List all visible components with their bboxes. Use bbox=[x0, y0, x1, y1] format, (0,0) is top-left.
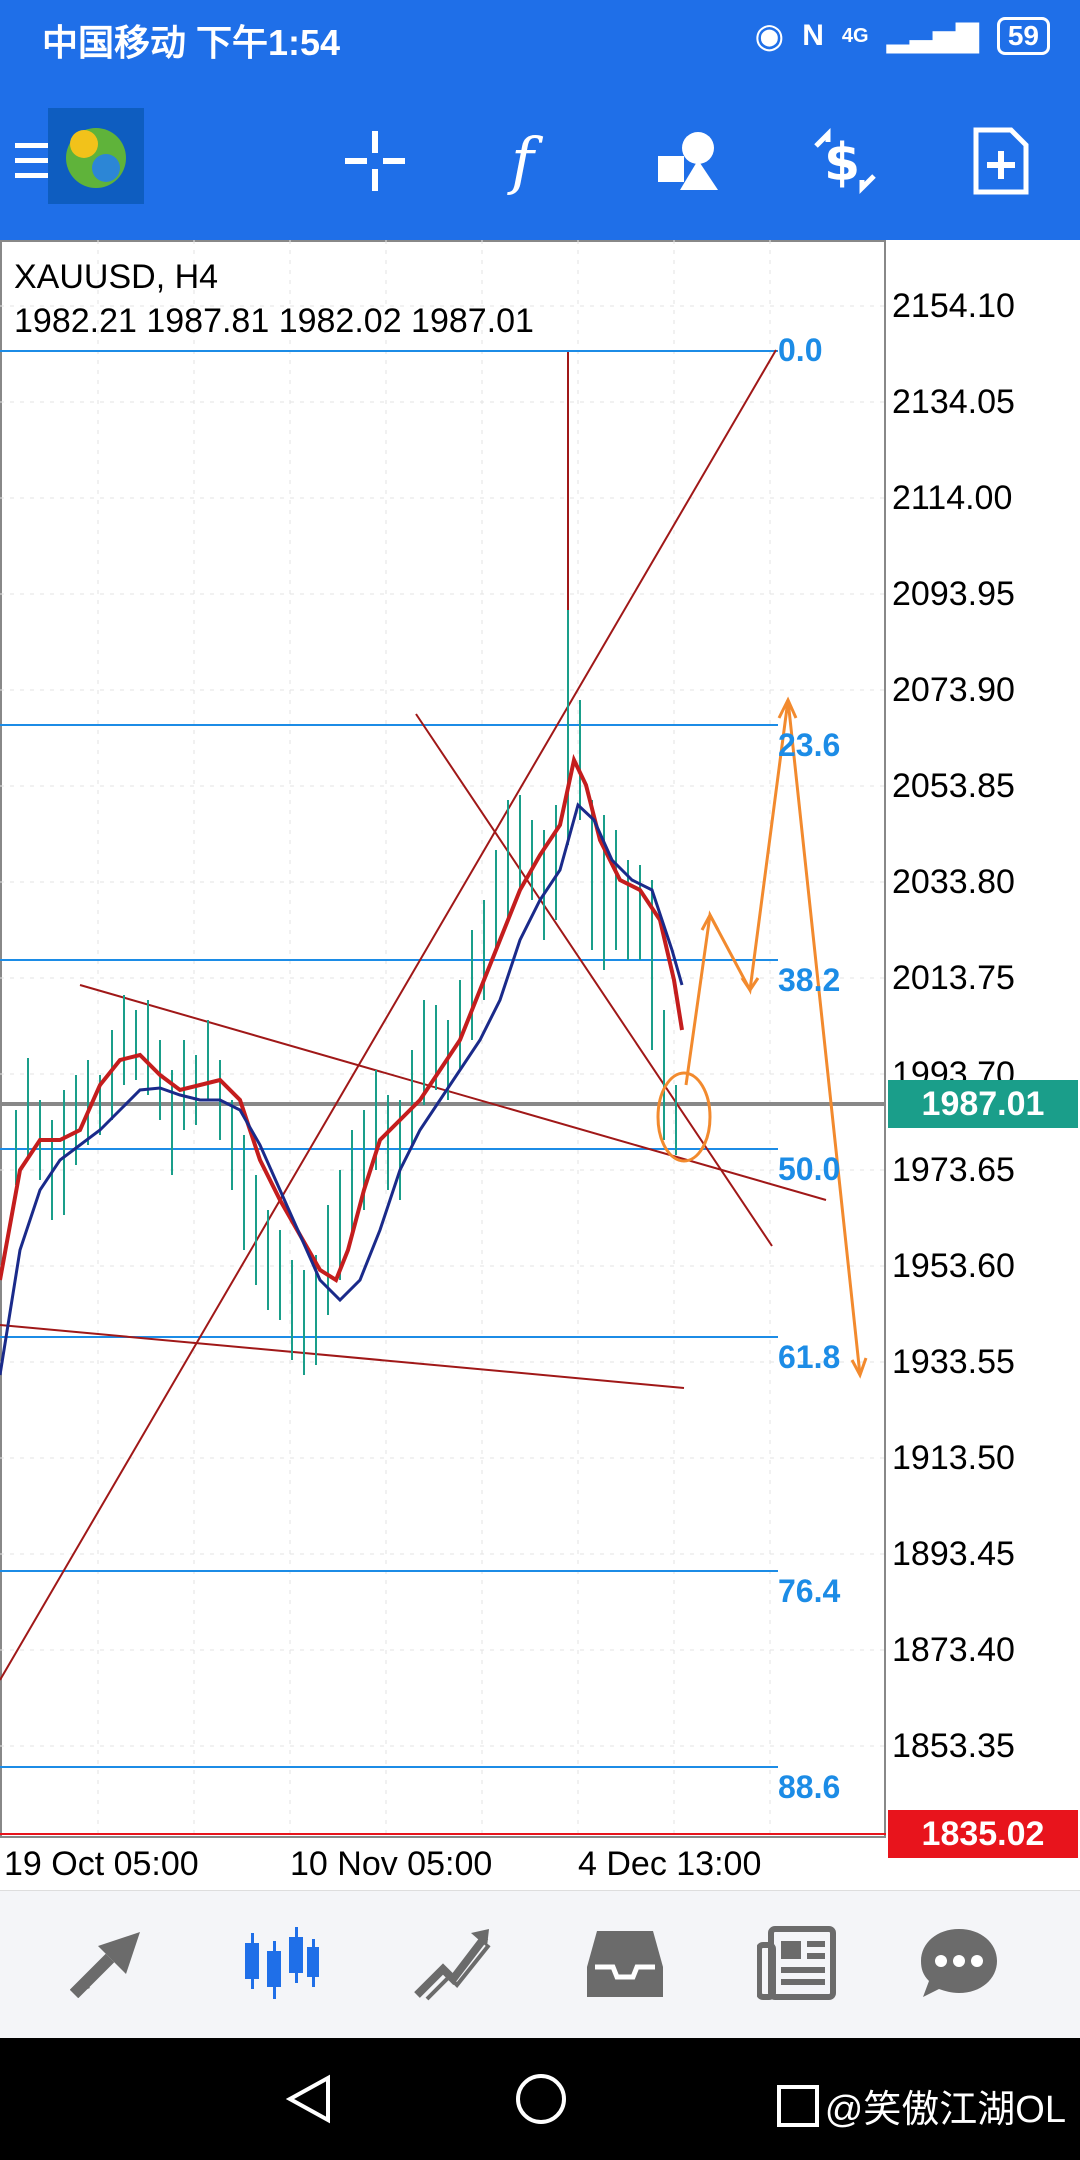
slow-moving-average bbox=[0, 802, 684, 1376]
current-price-tag: 1987.01 bbox=[888, 1080, 1078, 1128]
forecast-path bbox=[684, 699, 862, 1376]
price-tick: 1953.60 bbox=[892, 1247, 1015, 1285]
upper-channel-line bbox=[79, 984, 827, 1201]
crosshair-icon[interactable] bbox=[320, 106, 430, 216]
fib-label-61-8: 61.8 bbox=[778, 1339, 841, 1375]
metatrader-logo[interactable] bbox=[48, 108, 144, 204]
home-icon[interactable] bbox=[514, 2072, 568, 2131]
price-tick: 2154.10 bbox=[892, 287, 1015, 325]
watermark-text: @笑傲江湖OL bbox=[824, 2089, 1066, 2131]
objects-icon[interactable] bbox=[634, 106, 744, 216]
fib-label-50: 50.0 bbox=[778, 1151, 841, 1187]
lower-channel-line bbox=[0, 1324, 685, 1389]
status-icons: ◉ N 4G ▂▃▅▇ 59 bbox=[755, 16, 1050, 56]
price-tick: 2134.05 bbox=[892, 383, 1015, 421]
svg-text:$: $ bbox=[824, 133, 860, 193]
price-tick: 2073.90 bbox=[892, 671, 1015, 709]
price-tick: 1973.65 bbox=[892, 1151, 1015, 1189]
history-icon[interactable] bbox=[570, 1913, 680, 2013]
chart-icon[interactable] bbox=[226, 1913, 336, 2013]
quotes-icon[interactable] bbox=[54, 1913, 164, 2013]
descending-trendline bbox=[415, 713, 773, 1247]
fib-label-23-6: 23.6 bbox=[778, 727, 841, 763]
news-icon[interactable] bbox=[742, 1913, 852, 2013]
watermark: @笑傲江湖OL bbox=[776, 2078, 1066, 2133]
fib-trendline bbox=[0, 349, 777, 1681]
fast-moving-average bbox=[0, 753, 684, 1283]
chart-toolbar: f $ bbox=[0, 72, 1080, 240]
network-label: 4G bbox=[841, 24, 869, 47]
battery-indicator: 59 bbox=[996, 17, 1050, 55]
price-chart[interactable]: XAUUSD, H4 1982.21 1987.81 1982.02 1987.… bbox=[0, 240, 1080, 1890]
price-tick: 2033.80 bbox=[892, 863, 1015, 901]
ohlc-values: 1982.21 1987.81 1982.02 1987.01 bbox=[14, 302, 534, 340]
price-tick: 2053.85 bbox=[892, 767, 1015, 805]
back-icon[interactable] bbox=[285, 2074, 332, 2129]
price-tick: 2114.00 bbox=[892, 479, 1013, 517]
plot-frame bbox=[0, 240, 886, 1838]
price-tick: 1913.50 bbox=[892, 1439, 1015, 1477]
menu-icon[interactable] bbox=[0, 106, 90, 216]
fib-label-76-4: 76.4 bbox=[778, 1573, 841, 1609]
indicators-icon[interactable]: f bbox=[478, 106, 588, 216]
svg-text:f: f bbox=[507, 126, 544, 196]
symbol-timeframe: XAUUSD, H4 bbox=[14, 258, 219, 296]
price-tick: 1853.35 bbox=[892, 1727, 1015, 1765]
fib-label-88-6: 88.6 bbox=[778, 1769, 841, 1805]
price-tick: 1933.55 bbox=[892, 1343, 1015, 1381]
nfc-icon: N bbox=[802, 19, 824, 52]
time-tick: 4 Dec 13:00 bbox=[578, 1845, 762, 1883]
price-tick: 2013.75 bbox=[892, 959, 1015, 997]
price-tick: 1893.45 bbox=[892, 1535, 1015, 1573]
bottom-navigation bbox=[0, 1890, 1080, 2039]
trade-icon[interactable]: $ bbox=[790, 106, 900, 216]
fib-label-0: 0.0 bbox=[778, 332, 823, 368]
recents-square-icon[interactable] bbox=[776, 2084, 819, 2127]
support-circle bbox=[656, 1071, 712, 1163]
time-tick: 10 Nov 05:00 bbox=[290, 1845, 493, 1883]
price-tick: 1873.40 bbox=[892, 1631, 1015, 1669]
messages-icon[interactable] bbox=[904, 1913, 1014, 2013]
carrier-time: 中国移动 下午1:54 bbox=[42, 22, 341, 63]
eye-icon: ◉ bbox=[754, 17, 785, 55]
time-tick: 19 Oct 05:00 bbox=[4, 1845, 199, 1883]
fib-label-38-2: 38.2 bbox=[778, 962, 841, 998]
candlesticks bbox=[15, 610, 677, 1375]
signal-icon: ▂▃▅▇ bbox=[886, 19, 979, 53]
trade-icon[interactable] bbox=[398, 1913, 508, 2013]
system-navigation-bar: @笑傲江湖OL bbox=[0, 2038, 1080, 2160]
low-price-tag: 1835.02 bbox=[888, 1810, 1078, 1858]
price-tick: 2093.95 bbox=[892, 575, 1015, 613]
new-order-icon[interactable] bbox=[946, 106, 1056, 216]
status-bar: 中国移动 下午1:54 ◉ N 4G ▂▃▅▇ 59 bbox=[0, 0, 1080, 72]
chart-canvas bbox=[0, 240, 886, 1838]
